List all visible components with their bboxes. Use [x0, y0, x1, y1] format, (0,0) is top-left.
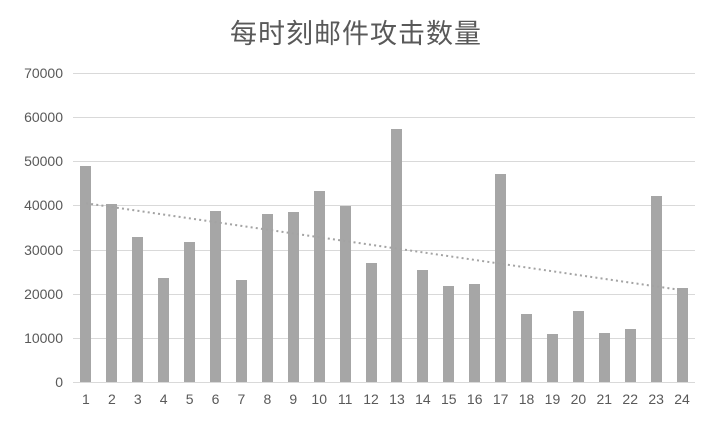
y-tick-label: 20000 [24, 285, 63, 302]
bar [391, 129, 403, 382]
x-tick-label: 21 [596, 391, 613, 407]
gridline [73, 161, 695, 163]
x-tick-label: 20 [570, 391, 587, 407]
y-tick-label: 70000 [24, 65, 63, 81]
gridline [73, 73, 695, 74]
chart-title: 每时刻邮件攻击数量 [230, 19, 482, 49]
bar [676, 287, 688, 382]
gridline [73, 249, 695, 251]
x-tick-label: 15 [440, 391, 457, 407]
x-tick-label: 19 [544, 391, 561, 407]
x-tick-label: 1 [82, 391, 90, 407]
bar [184, 241, 196, 382]
x-tick-label: 3 [133, 391, 142, 407]
gridline [73, 205, 695, 207]
plot-area [73, 73, 695, 383]
x-tick-label: 4 [159, 391, 168, 407]
x-tick-label: 10 [311, 391, 327, 407]
x-tick-label: 14 [415, 391, 431, 407]
y-tick-label: 40000 [24, 197, 63, 214]
gridline [73, 382, 695, 383]
y-tick-label: 10000 [24, 329, 63, 346]
x-tick-label: 11 [337, 391, 353, 407]
x-tick-label: 5 [185, 391, 194, 407]
bar [546, 334, 558, 382]
x-tick-label: 22 [622, 391, 638, 407]
x-tick-label: 8 [263, 391, 272, 407]
bar [158, 278, 170, 382]
bar [287, 211, 299, 382]
bar [80, 165, 92, 382]
y-tick-label: 0 [55, 374, 63, 390]
bar [650, 195, 662, 382]
x-tick-label: 6 [211, 391, 220, 407]
x-tick-label: 12 [363, 391, 379, 407]
x-tick-label: 23 [648, 391, 664, 407]
bar [495, 173, 507, 382]
x-tick-label: 13 [389, 391, 405, 407]
bar [339, 206, 351, 382]
bar [106, 204, 118, 382]
bar [313, 190, 325, 382]
bar [598, 333, 610, 382]
x-tick-label: 24 [674, 391, 690, 407]
bar [417, 270, 429, 382]
x-tick-label: 2 [107, 391, 116, 407]
bar [521, 314, 533, 382]
bar [624, 328, 636, 382]
bar [443, 286, 455, 382]
bar [210, 211, 222, 382]
bar [469, 284, 481, 382]
gridline [73, 117, 695, 119]
trendline [85, 202, 683, 292]
y-tick-label: 30000 [24, 241, 63, 258]
x-tick-label: 7 [237, 391, 246, 407]
bar [261, 214, 273, 382]
gridline [73, 337, 695, 339]
y-tick-label: 60000 [24, 109, 63, 126]
x-tick-label: 17 [492, 391, 509, 407]
bar [132, 236, 144, 382]
bar [572, 310, 584, 382]
x-tick-label: 16 [466, 391, 483, 407]
bar [235, 280, 247, 382]
gridline [73, 293, 695, 295]
x-tick-label: 9 [289, 391, 298, 407]
y-tick-label: 50000 [24, 153, 63, 170]
bar [365, 263, 377, 382]
x-tick-label: 18 [518, 391, 535, 407]
